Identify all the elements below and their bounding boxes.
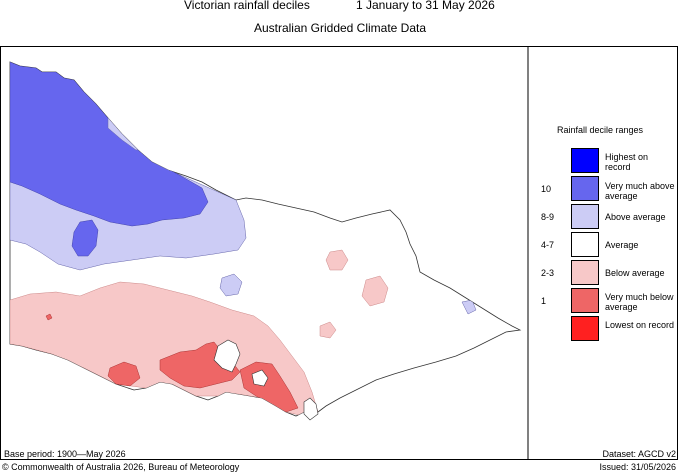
issued-date: Issued: 31/05/2026 [599,462,676,472]
western-port-bay [251,369,269,387]
legend-label-above: Above average [605,212,666,222]
legend-swatch-below [571,260,599,285]
copyright: © Commonwealth of Australia 2026, Bureau… [2,462,240,472]
wilsons-promontory [303,397,319,421]
legend-label-average: Average [605,240,639,250]
legend-label-very-much-above: Very much above average [605,181,675,201]
legend-label-very-much-below: Very much below average [605,292,674,312]
legend-range-very-much-below: 1 [541,296,547,306]
map-period: 1 January to 31 May 2026 [356,0,495,12]
legend-title: Rainfall decile ranges [557,125,644,135]
legend-label-below: Below average [605,268,665,278]
legend-label-lowest: Lowest on record [605,320,675,330]
base-period: Base period: 1900—May 2026 [4,449,126,459]
legend-swatch-lowest [571,316,599,341]
legend-range-very-much-above: 10 [541,184,552,194]
region-very-much-below-west [107,361,141,387]
dataset-label: Dataset: AGCD v2 [602,449,676,459]
legend-range-average: 4-7 [541,240,555,250]
map-title: Victorian rainfall deciles [184,0,310,12]
region-below-average-blob-3 [319,321,337,339]
region-very-much-below-dot [45,313,53,321]
map-subtitle: Australian Gridded Climate Data [253,21,427,35]
victoria-rainfall-map [9,46,529,460]
legend-swatch-highest [571,148,599,173]
legend-range-below: 2-3 [541,268,555,278]
region-very-much-above-blob [71,219,99,257]
legend-swatch-average [571,232,599,257]
legend-swatch-above [571,204,599,229]
port-phillip-bay [213,339,241,373]
region-above-average-blob-center [219,273,243,297]
legend-swatch-very-much-above [571,176,599,201]
region-above-average-blob-east [461,299,477,315]
legend-label-highest: Highest on record [605,152,649,172]
map-frame [0,46,678,460]
legend-range-above: 8-9 [541,212,555,222]
region-below-average-blob-1 [325,249,349,271]
legend-swatch-very-much-below [571,288,599,313]
region-very-much-above-spot [109,103,121,117]
region-below-average-blob-2 [361,275,389,307]
